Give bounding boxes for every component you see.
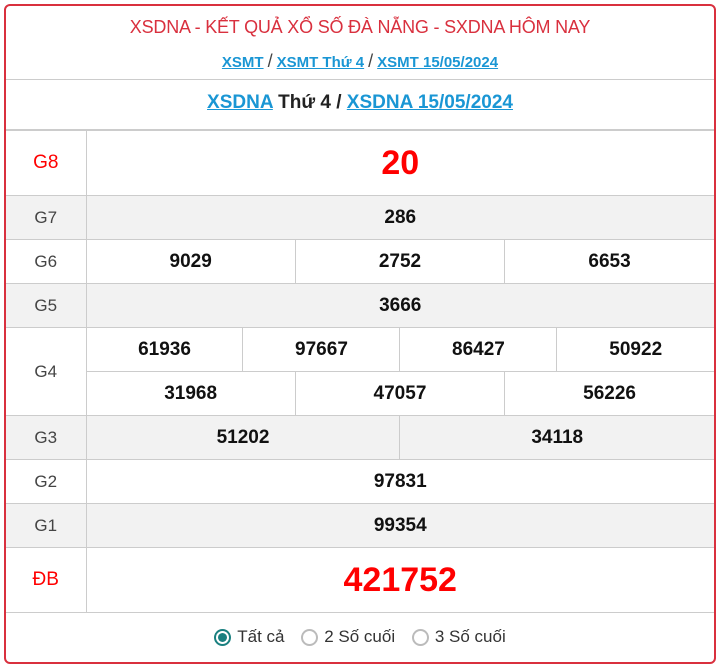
xsdna-link[interactable]: XSDNA [207, 92, 273, 113]
row-db: ĐB 421752 [6, 547, 714, 613]
prize-number: 97831 [85, 459, 714, 504]
prize-number: 20 [85, 130, 714, 196]
breadcrumb: XSMT / XSMT Thứ 4/XSMT 15/05/2024 [6, 51, 714, 72]
row-g8: G8 20 [6, 130, 714, 196]
row-g6: G6 9029 2752 6653 [6, 239, 714, 284]
header: XSDNA - KẾT QUẢ XỔ SỐ ĐÀ NẴNG - SXDNA HÔ… [6, 6, 714, 80]
results-panel: XSDNA - KẾT QUẢ XỔ SỐ ĐÀ NẴNG - SXDNA HÔ… [4, 4, 716, 664]
prize-label: G4 [6, 327, 87, 416]
option-label: Tất cả [237, 627, 285, 646]
digit-filter: Tất cả 2 Số cuối 3 Số cuối [6, 613, 714, 651]
prize-number: 34118 [399, 415, 714, 460]
prize-label: G5 [6, 283, 87, 328]
xsdna-date-link[interactable]: XSDNA 15/05/2024 [346, 92, 513, 113]
row-g4: G4 61936 97667 86427 50922 [6, 327, 714, 416]
radio-icon[interactable] [301, 628, 319, 646]
option-label: 2 Số cuối [324, 627, 396, 646]
prize-label: G2 [6, 459, 87, 504]
radio-icon[interactable] [411, 628, 429, 646]
result-title: XSDNA Thứ 4 / XSDNA 15/05/2024 [6, 80, 714, 130]
row-g2: G2 97831 [6, 459, 714, 504]
prize-label: G7 [6, 195, 87, 240]
prize-label: G8 [6, 130, 87, 196]
prize-number: 2752 [294, 239, 506, 284]
prize-number: 97667 [242, 327, 401, 372]
prize-number: 56226 [504, 371, 714, 416]
prize-label: G3 [6, 415, 87, 460]
filter-last2[interactable]: 2 Số cuối [301, 627, 395, 647]
prize-number: 9029 [85, 239, 296, 284]
prize-number: 31968 [85, 371, 296, 416]
prize-number: 86427 [399, 327, 558, 372]
row-g7: G7 286 [6, 195, 714, 240]
row-g4b: 31968 47057 56226 [6, 371, 714, 416]
prize-number: 50922 [556, 327, 714, 372]
prize-number: 3666 [85, 283, 714, 328]
filter-last3[interactable]: 3 Số cuối [411, 627, 506, 647]
filter-all[interactable]: Tất cả [214, 627, 285, 647]
separator: / [368, 51, 374, 71]
prize-number: 286 [85, 195, 714, 240]
row-g1: G1 99354 [6, 503, 714, 548]
row-g3: G3 51202 34118 [6, 415, 714, 460]
breadcrumb-xsmt-thu4[interactable]: XSMT Thứ 4 [276, 54, 365, 71]
prize-number: 51202 [85, 415, 401, 460]
results-table: G8 20 G7 286 G6 9029 2752 6653 G5 3666 G4 61936… [6, 130, 714, 613]
prize-label: G1 [6, 503, 87, 548]
breadcrumb-xsmt-date[interactable]: XSMT 15/05/2024 [377, 54, 499, 71]
separator: / [267, 51, 273, 71]
prize-label: ĐB [6, 547, 87, 613]
row-g5: G5 3666 [6, 283, 714, 328]
title-text: Thứ 4 / [272, 92, 347, 113]
prize-number: 47057 [294, 371, 506, 416]
prize-number: 421752 [85, 547, 714, 613]
option-label: 3 Số cuối [434, 627, 506, 646]
page-title: XSDNA - KẾT QUẢ XỔ SỐ ĐÀ NẴNG - SXDNA HÔ… [129, 17, 591, 37]
radio-checked-icon[interactable] [214, 628, 232, 646]
prize-number: 6653 [504, 239, 714, 284]
prize-number: 99354 [85, 503, 714, 548]
breadcrumb-xsmt[interactable]: XSMT [221, 54, 264, 71]
prize-label: G6 [6, 239, 87, 284]
prize-number: 61936 [85, 327, 244, 372]
